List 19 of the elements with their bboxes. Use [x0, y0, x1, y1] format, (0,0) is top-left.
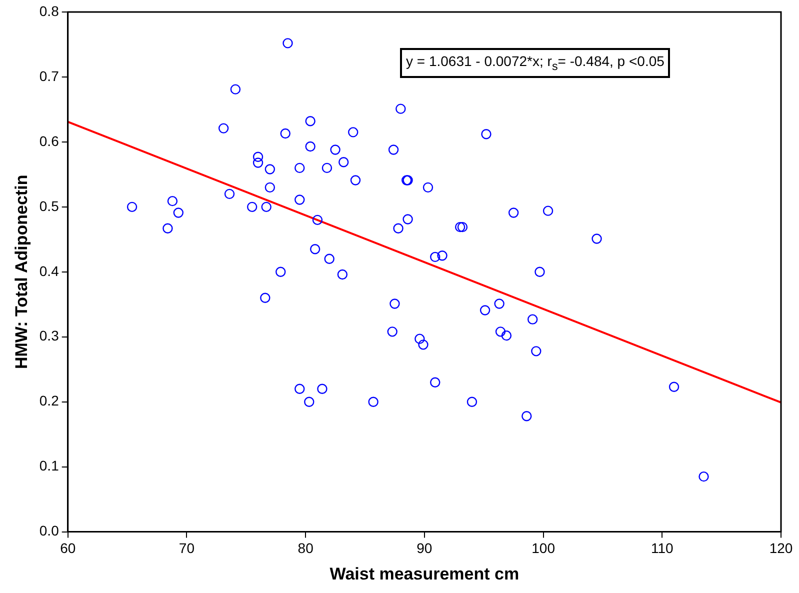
y-tick-label: 0.4	[39, 262, 60, 279]
y-tick-label: 0.5	[39, 198, 60, 214]
y-axis-title: HMW: Total Adiponectin	[12, 174, 31, 370]
x-tick-label: 90	[416, 540, 432, 556]
x-tick-label: 120	[769, 540, 793, 556]
y-tick-label: 0.3	[39, 328, 60, 344]
x-axis-title: Waist measurement cm	[330, 564, 520, 584]
y-tick-label: 0.2	[39, 392, 60, 409]
annotation: y = 1.0631 - 0.0072*x; r$_{s}$= -0.484, p <0.05	[406, 53, 664, 73]
y-tick-label: 0.8	[39, 2, 60, 19]
x-tick-label: 80	[298, 540, 314, 556]
x-tick-label: 100	[532, 540, 556, 556]
x-tick-label: 110	[650, 540, 674, 556]
x-tick-label: 60	[60, 540, 76, 556]
y-tick-label: 0.6	[39, 132, 60, 149]
x-tick-label: 70	[178, 540, 195, 556]
y-tick-label: 0.1	[39, 458, 60, 474]
y-tick-label: 0.0	[39, 522, 60, 539]
y-tick-label: 0.7	[39, 68, 60, 84]
